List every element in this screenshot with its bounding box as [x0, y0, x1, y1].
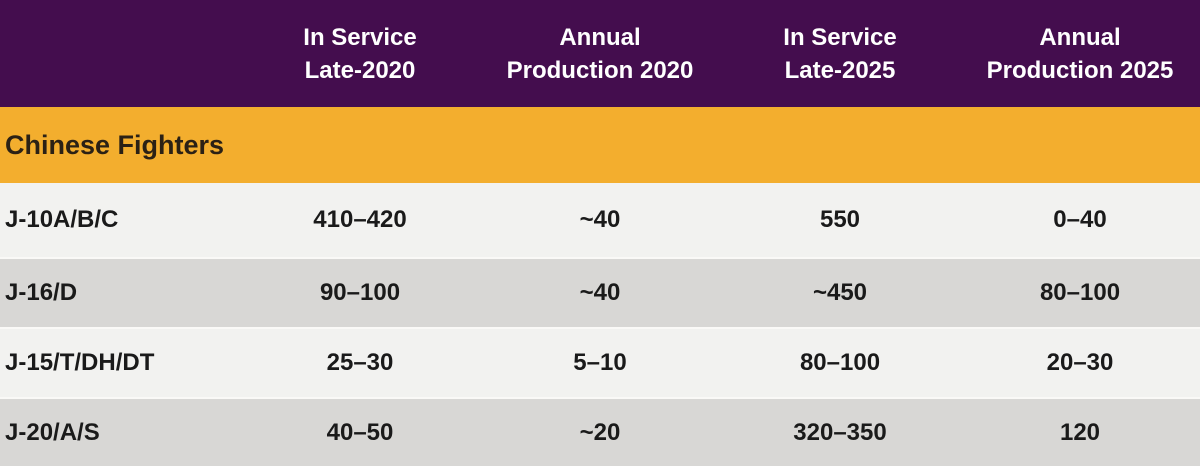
cell-value: 40–50 — [326, 418, 394, 446]
row-label: J-10A/B/C — [5, 206, 119, 233]
cell-value: 0–40 — [1053, 206, 1107, 233]
column-header-line: Late-2025 — [784, 56, 896, 84]
cell-value: ~20 — [579, 418, 621, 446]
section-header-row: Chinese Fighters — [0, 107, 1200, 183]
section-title: Chinese Fighters — [5, 129, 225, 160]
table-row-j20: J-20/A/S 40–50 ~20 320–350 120 — [0, 397, 1200, 466]
cell-value: 20–30 — [1046, 349, 1114, 376]
cell-value: 5–10 — [573, 349, 627, 376]
cell-value: ~40 — [579, 206, 621, 233]
table-header-row: In Service Late-2020 Annual Production 2… — [0, 0, 1200, 107]
row-label: J-16/D — [5, 279, 78, 306]
row-label: J-20/A/S — [5, 418, 100, 446]
cell-value: 320–350 — [793, 418, 887, 446]
column-header-line: Annual — [1039, 23, 1121, 51]
row-label: J-15/T/DH/DT — [5, 349, 155, 376]
column-header-line: In Service — [303, 23, 417, 51]
cell-value: 550 — [819, 206, 861, 233]
column-header-line: Production 2025 — [986, 56, 1174, 84]
table-row-j10: J-10A/B/C 410–420 ~40 550 0–40 — [0, 183, 1200, 257]
cell-value: 25–30 — [326, 349, 394, 376]
column-header-line: Late-2020 — [304, 56, 416, 84]
column-header-line: Annual — [559, 23, 641, 51]
table-row-j16: J-16/D 90–100 ~40 ~450 80–100 — [0, 257, 1200, 327]
column-header-in-service-2020: In Service Late-2020 — [240, 21, 480, 87]
cell-value: 120 — [1059, 418, 1101, 446]
cell-value: 80–100 — [799, 349, 881, 376]
column-header-annual-production-2025: Annual Production 2025 — [960, 21, 1200, 87]
cell-value: ~450 — [812, 279, 868, 306]
column-header-line: Production 2020 — [506, 56, 694, 84]
column-header-in-service-2025: In Service Late-2025 — [720, 21, 960, 87]
column-header-annual-production-2020: Annual Production 2020 — [480, 21, 720, 87]
column-header-line: In Service — [783, 23, 897, 51]
cell-value: 80–100 — [1039, 279, 1121, 306]
cell-value: 90–100 — [319, 279, 401, 306]
cell-value: 410–420 — [313, 206, 407, 233]
table-row-j15: J-15/T/DH/DT 25–30 5–10 80–100 20–30 — [0, 327, 1200, 397]
cell-value: ~40 — [579, 279, 621, 306]
